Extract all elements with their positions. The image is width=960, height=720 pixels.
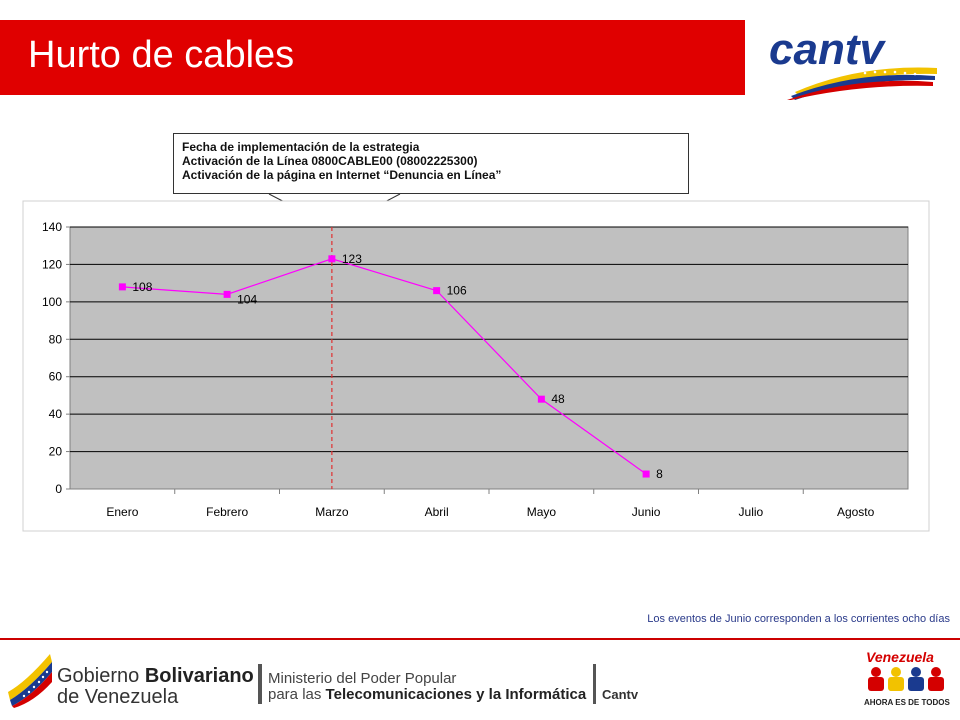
y-tick-label: 0 [55,482,62,496]
x-tick-label: Agosto [837,505,875,519]
data-label: 108 [132,280,152,294]
footer-separator [258,664,262,704]
data-point [642,470,650,478]
y-tick-label: 80 [49,332,63,346]
x-tick-label: Julio [739,505,764,519]
x-tick-label: Junio [632,505,661,519]
cantv-logo: cantv [769,25,937,100]
footer-separator [593,664,596,704]
data-label: 48 [551,392,565,406]
y-tick-label: 20 [49,445,63,459]
footer-divider [0,638,960,640]
data-label: 123 [342,252,362,266]
footer: Gobierno Bolivariano de Venezuela Minist… [0,642,960,720]
y-tick-label: 60 [49,370,63,384]
data-point [537,395,545,403]
org-name: Cantv [602,687,639,702]
gov-name-line-2: de Venezuela [57,686,179,708]
y-tick-label: 40 [49,407,63,421]
page-title: Hurto de cables [28,34,295,76]
data-point [223,290,231,298]
series-line [122,258,647,475]
y-tick-label: 140 [42,220,62,234]
x-tick-label: Marzo [315,505,349,519]
x-tick-label: Febrero [206,505,248,519]
data-point [328,255,336,263]
y-tick-label: 100 [42,295,62,309]
title-bar: Hurto de cables [0,20,745,95]
slogan: AHORA ES DE TODOS [864,698,950,707]
strategy-callout: Fecha de implementación de la estrategia… [173,133,689,194]
x-tick-label: Mayo [527,505,557,519]
footnote: Los eventos de Junio corresponden a los … [647,613,950,625]
data-label: 106 [447,284,467,298]
x-tick-label: Abril [425,505,449,519]
x-tick-label: Enero [106,505,138,519]
data-point [433,287,441,295]
ministry-line-2: para las Telecomunicaciones y la Informá… [268,686,587,703]
callout-line-2: Activación de la Línea 0800CABLE00 (0800… [182,154,478,168]
plot-area [69,226,909,490]
gov-name-line-1: Gobierno Bolivariano [57,665,254,687]
callout-line-3: Activación de la página en Internet “Den… [182,168,502,182]
data-point [118,283,126,291]
data-label: 104 [237,292,257,306]
venezuela-ahora-logo: Venezuela [866,649,944,691]
ministry-line-1: Ministerio del Poder Popular [268,670,457,687]
callout-line-1: Fecha de implementación de la estrategia [182,140,420,154]
data-label: 8 [656,467,663,481]
venezuela-logo-text: Venezuela [866,649,934,665]
y-tick-label: 120 [42,257,62,271]
cantv-logo-text: cantv [769,25,886,74]
venezuela-flag-icon [8,654,52,708]
